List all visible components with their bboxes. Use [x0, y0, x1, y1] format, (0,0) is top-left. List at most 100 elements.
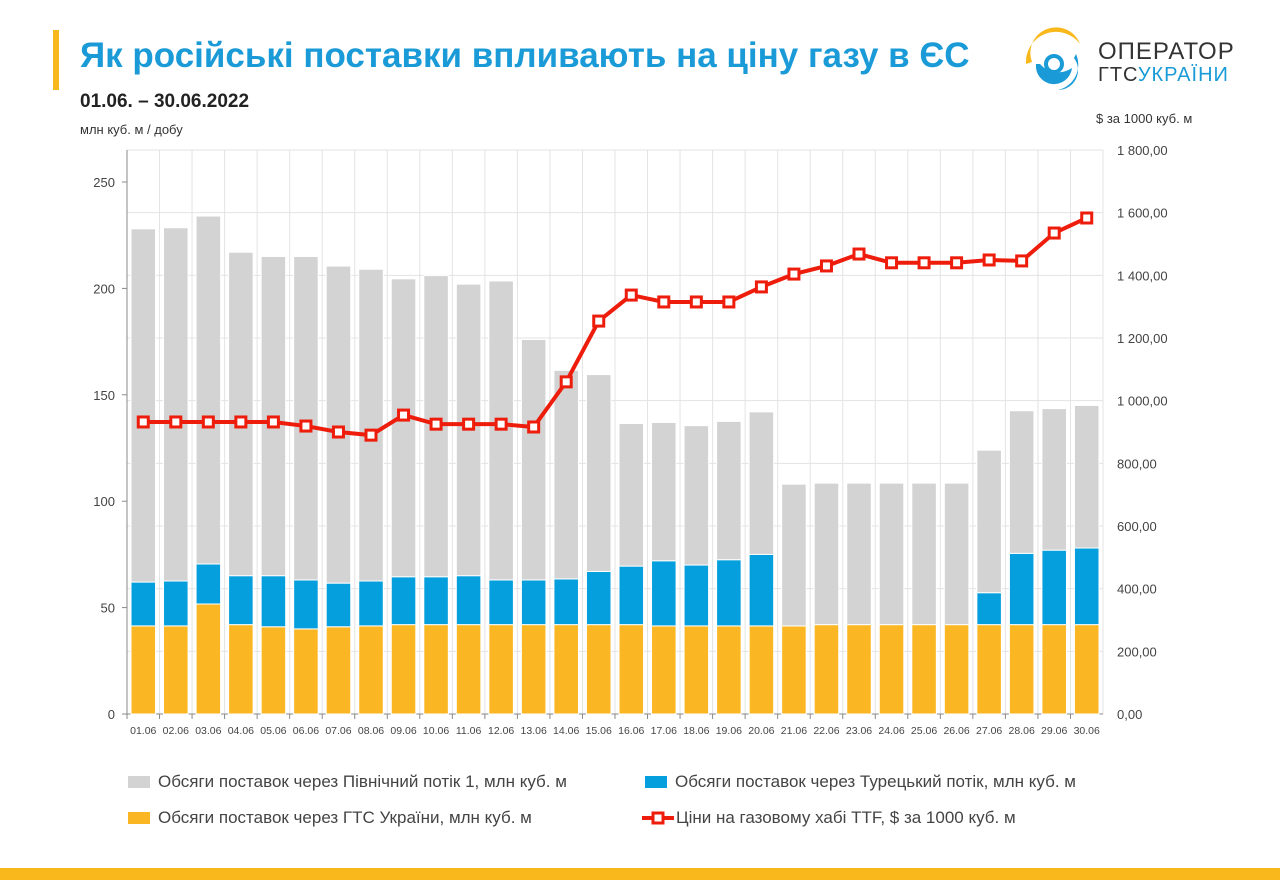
- legend-label-turk: Обсяги поставок через Турецький потік, м…: [675, 772, 1076, 791]
- bar-nord: [683, 425, 710, 566]
- bar-turkish: [1008, 552, 1035, 626]
- bar-ukraine: [976, 624, 1002, 715]
- bar-nord: [878, 482, 905, 626]
- x-tick-label: 12.06: [488, 725, 514, 737]
- bar-nord: [943, 482, 970, 626]
- bar-ukraine: [813, 624, 840, 715]
- price-point: [950, 256, 964, 270]
- x-tick-label: 25.06: [911, 725, 937, 737]
- bar-ukraine: [748, 625, 775, 715]
- bar-nord: [293, 255, 319, 581]
- legend-swatch-price: [642, 811, 674, 825]
- left-tick-label: 100: [93, 494, 115, 509]
- logo: ОПЕРАТОР ГТСУКРАЇНИ: [1018, 24, 1238, 94]
- bar-ukraine: [911, 624, 937, 715]
- x-tick-label: 06.06: [293, 725, 319, 737]
- bar-turkish: [683, 564, 710, 627]
- legend-nord: Обсяги поставок через Північний потік 1,…: [128, 772, 567, 792]
- bar-ukraine: [585, 624, 612, 715]
- legend-swatch-nord: [128, 776, 150, 788]
- page-title: Як російські поставки впливають на ціну …: [80, 36, 970, 75]
- left-tick-label: 50: [101, 601, 115, 616]
- left-tick-label: 200: [93, 281, 115, 296]
- bar-nord: [781, 483, 807, 627]
- x-tick-label: 03.06: [195, 725, 221, 737]
- bar-ukraine: [455, 624, 482, 715]
- bar-nord: [163, 227, 189, 582]
- left-axis-unit: млн куб. м / добу: [80, 122, 183, 137]
- legend-swatch-turk: [645, 776, 667, 788]
- x-tick-label: 07.06: [325, 725, 351, 737]
- bar-turkish: [716, 559, 742, 627]
- bar-nord: [651, 421, 677, 562]
- x-tick-label: 02.06: [163, 725, 189, 737]
- legend-ukr: Обсяги поставок через ГТС України, млн к…: [128, 808, 532, 828]
- x-tick-label: 22.06: [813, 725, 839, 737]
- bar-ukraine: [260, 626, 287, 715]
- bar-nord: [325, 265, 352, 584]
- x-tick-label: 17.06: [651, 725, 677, 737]
- bar-nord: [911, 482, 937, 626]
- bar-nord: [520, 338, 547, 581]
- right-tick-label: 1 200,00: [1117, 331, 1168, 346]
- x-tick-label: 11.06: [456, 725, 482, 737]
- x-tick-label: 23.06: [846, 725, 872, 737]
- right-axis-unit: $ за 1000 куб. м: [1096, 111, 1193, 126]
- logo-swirl-icon: [1025, 27, 1080, 90]
- bar-nord: [716, 420, 742, 561]
- bar-ukraine: [293, 628, 319, 715]
- bar-turkish: [163, 580, 189, 627]
- bar-turkish: [390, 576, 417, 626]
- bar-ukraine: [325, 626, 352, 715]
- bar-ukraine: [846, 624, 872, 715]
- x-tick-label: 30.06: [1074, 725, 1100, 737]
- price-point: [885, 256, 899, 270]
- date-range: 01.06. – 30.06.2022: [80, 91, 250, 112]
- price-point: [364, 428, 378, 442]
- right-tick-label: 0,00: [1117, 707, 1142, 722]
- title-accent-bar: [53, 30, 59, 90]
- price-point: [397, 408, 411, 422]
- legend-turk: Обсяги поставок через Турецький потік, м…: [645, 772, 1076, 792]
- price-point: [1047, 226, 1061, 240]
- left-tick-label: 0: [108, 707, 115, 722]
- bar-nord: [228, 251, 254, 577]
- bar-turkish: [455, 575, 482, 626]
- bar-ukraine: [878, 624, 905, 715]
- bar-ukraine: [651, 625, 677, 715]
- price-point: [982, 253, 996, 267]
- price-point: [494, 417, 508, 431]
- price-point: [624, 288, 638, 302]
- price-point: [136, 415, 150, 429]
- price-point: [169, 415, 183, 429]
- bar-ukraine: [1041, 624, 1067, 715]
- left-tick-label: 250: [93, 175, 115, 190]
- bar-nord: [1008, 410, 1035, 554]
- price-point: [266, 415, 280, 429]
- price-point: [299, 419, 313, 433]
- bar-ukraine: [683, 625, 710, 715]
- price-point: [1015, 254, 1029, 268]
- x-tick-label: 09.06: [390, 725, 416, 737]
- bar-ukraine: [520, 624, 547, 715]
- right-tick-label: 800,00: [1117, 456, 1157, 471]
- bar-ukraine: [488, 624, 514, 715]
- bar-ukraine: [618, 624, 645, 715]
- price-point: [917, 256, 931, 270]
- price-point: [787, 267, 801, 281]
- x-tick-label: 04.06: [228, 725, 254, 737]
- x-tick-label: 26.06: [943, 725, 969, 737]
- bar-ukraine: [423, 624, 449, 715]
- right-tick-label: 600,00: [1117, 519, 1157, 534]
- x-tick-label: 16.06: [618, 725, 644, 737]
- bar-nord: [585, 374, 612, 572]
- bar-ukraine: [1008, 624, 1035, 715]
- bar-nord: [813, 482, 840, 626]
- bar-turkish: [195, 563, 222, 605]
- bar-turkish: [618, 565, 645, 626]
- x-tick-label: 28.06: [1009, 725, 1035, 737]
- bar-ukraine: [390, 624, 417, 715]
- x-tick-label: 24.06: [878, 725, 904, 737]
- legend-label-nord: Обсяги поставок через Північний потік 1,…: [158, 772, 567, 791]
